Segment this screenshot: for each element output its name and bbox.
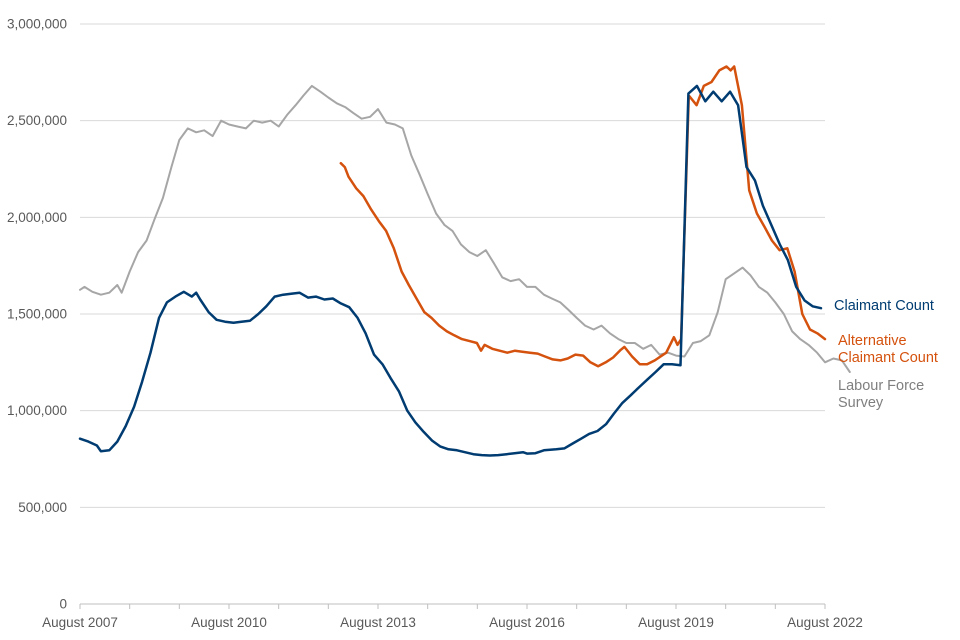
series-label: Labour Force <box>838 378 924 394</box>
series-lines <box>78 65 851 457</box>
y-tick-label: 500,000 <box>18 500 67 515</box>
x-tick-label: August 2013 <box>340 615 416 630</box>
x-axis: August 2007 August 2010 August 2013 August … <box>42 603 863 630</box>
y-tick-label: 0 <box>59 597 67 612</box>
y-tick-label: 2,500,000 <box>7 113 67 128</box>
series-line-claimant-count <box>78 84 823 457</box>
y-tick-label: 3,000,000 <box>7 17 67 32</box>
x-tick-label: August 2019 <box>638 615 714 630</box>
series-line-alternative-claimant-count <box>339 65 827 368</box>
y-tick-label: 2,000,000 <box>7 210 67 225</box>
series-line-labour-force-survey <box>79 84 851 373</box>
y-tick-label: 1,500,000 <box>7 307 67 322</box>
series-label: Claimant Count <box>838 350 938 366</box>
gridlines <box>80 23 825 508</box>
y-axis-tick-labels: 0 500,000 1,000,000 1,500,000 2,000,000 2,500… <box>7 17 67 612</box>
x-tick-label: August 2010 <box>191 615 267 630</box>
x-tick-label: August 2007 <box>42 615 118 630</box>
series-label: Survey <box>838 395 884 411</box>
series-label: Claimant Count <box>834 298 934 314</box>
x-tick-label: August 2022 <box>787 615 863 630</box>
series-label: Alternative <box>838 333 907 349</box>
x-tick-label: August 2016 <box>489 615 565 630</box>
y-tick-label: 1,000,000 <box>7 403 67 418</box>
